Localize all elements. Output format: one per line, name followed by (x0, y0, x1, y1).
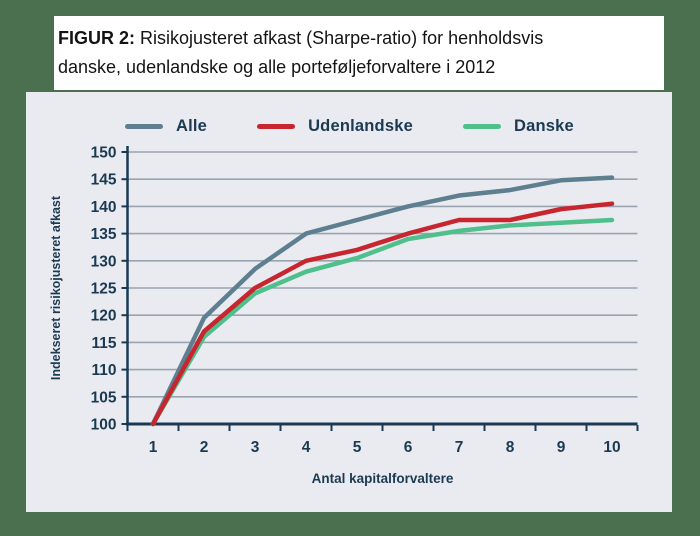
y-tick-label: 140 (91, 199, 117, 216)
x-axis-title: Antal kapitalforvaltere (312, 471, 454, 486)
chart-svg: 100 105 110 115 120 125 130 135 140 145 150 1 2 3 4 5 6 7… (49, 145, 639, 486)
legend-color-swatch (462, 124, 501, 129)
y-tick-label: 145 (91, 172, 117, 189)
x-tick-label: 9 (557, 439, 566, 456)
figure-title-line1: FIGUR 2: Risikojusteret afkast (Sharpe-ra… (58, 24, 664, 53)
x-tick-label: 8 (506, 439, 515, 456)
figure-title: FIGUR 2: Risikojusteret afkast (Sharpe-ra… (54, 16, 664, 90)
y-tick-label: 135 (91, 226, 117, 243)
legend-color-swatch (257, 124, 296, 129)
y-tick-label: 130 (91, 253, 117, 270)
y-axis-title: Indekseret risikojusteret afkast (49, 195, 63, 380)
legend-label: Danske (513, 117, 574, 135)
y-tick-label: 120 (91, 308, 117, 325)
legend-color-swatch (125, 124, 163, 129)
x-tick-label: 1 (149, 439, 158, 456)
legend-label: Alle (176, 117, 208, 135)
x-tick-label: 4 (302, 439, 311, 456)
x-tick-label: 2 (200, 439, 209, 456)
figure-number: FIGUR 2: (58, 28, 136, 48)
y-tick-label: 100 (91, 417, 117, 434)
legend-item-danske: Danske (462, 117, 574, 136)
chart-panel: Alle Udenlandske Danske 100 105 110 115 120 125… (26, 92, 672, 512)
y-tick-label: 105 (91, 389, 117, 406)
y-tick-label: 150 (91, 145, 117, 162)
legend-label: Udenlandske (308, 117, 413, 135)
figure-title-line2: danske, udenlandske og alle porteføljefo… (58, 57, 496, 77)
series-line-udenlandske (150, 201, 615, 427)
chart-legend: Alle Udenlandske Danske (125, 117, 574, 136)
series-line-danske (150, 217, 615, 427)
x-tick-label: 7 (455, 439, 464, 456)
series-line-alle (150, 175, 615, 427)
x-tick-label: 3 (251, 439, 260, 456)
y-tick-label: 125 (91, 281, 117, 298)
x-tick-label: 10 (603, 439, 620, 456)
legend-item-alle: Alle (125, 117, 207, 136)
y-tick-label: 115 (91, 335, 116, 352)
x-tick-label: 6 (404, 439, 413, 456)
x-tick-label: 5 (353, 439, 362, 456)
legend-item-udenlandske: Udenlandske (257, 117, 413, 136)
y-tick-label: 110 (91, 362, 116, 379)
figure-title-text: Risikojusteret afkast (Sharpe-ratio) for… (140, 28, 544, 48)
